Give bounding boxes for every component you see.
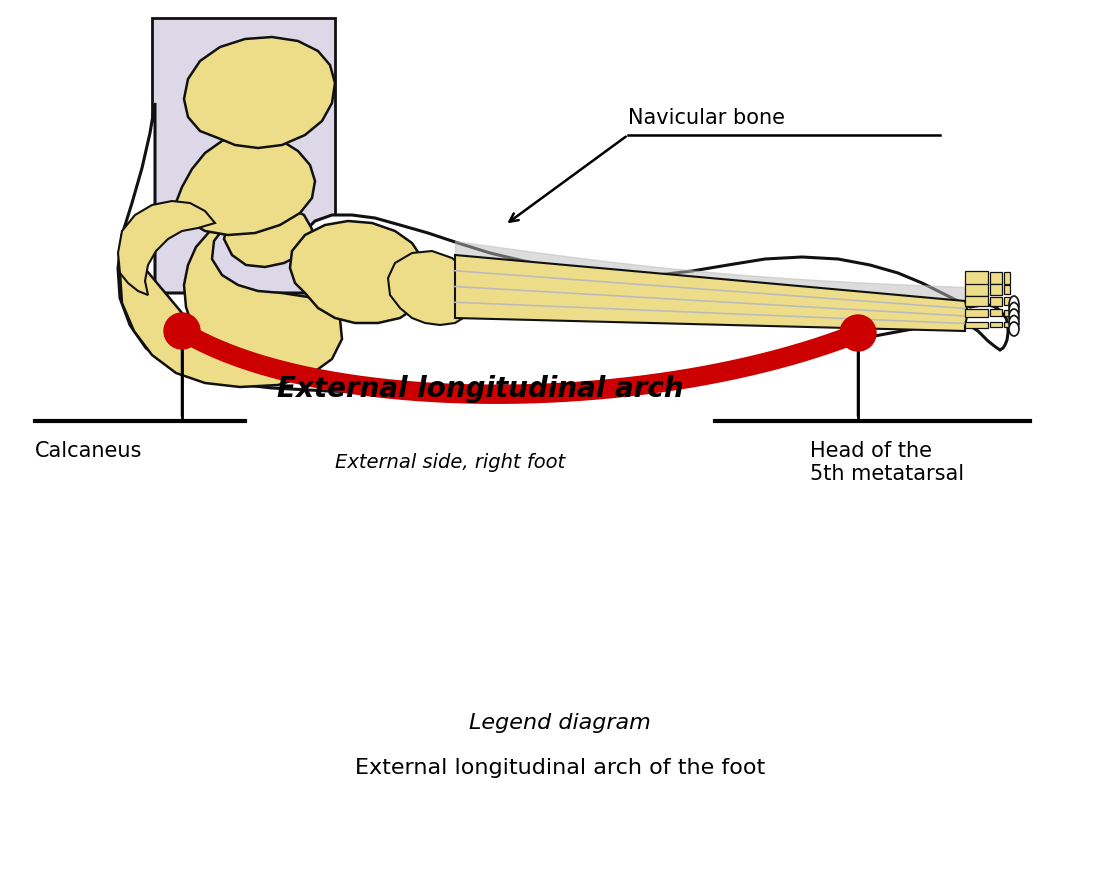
Text: External longitudinal arch of the foot: External longitudinal arch of the foot [355, 758, 765, 778]
Text: Legend diagram: Legend diagram [469, 713, 651, 733]
Polygon shape [965, 271, 988, 285]
Ellipse shape [1009, 303, 1019, 320]
Polygon shape [990, 297, 1002, 306]
Polygon shape [152, 18, 335, 293]
Polygon shape [990, 284, 1002, 295]
Ellipse shape [1009, 322, 1019, 336]
Ellipse shape [1009, 315, 1019, 330]
Polygon shape [1004, 298, 1010, 306]
Polygon shape [117, 201, 215, 295]
Polygon shape [990, 321, 1002, 328]
Text: External side, right foot: External side, right foot [335, 453, 565, 472]
Circle shape [840, 315, 876, 351]
Polygon shape [184, 37, 335, 148]
Polygon shape [965, 283, 988, 296]
Polygon shape [1004, 272, 1010, 283]
Circle shape [164, 313, 200, 349]
Text: Calcaneus: Calcaneus [35, 441, 142, 461]
Polygon shape [1004, 285, 1010, 294]
Polygon shape [990, 309, 1002, 316]
Ellipse shape [1009, 309, 1019, 325]
Polygon shape [1004, 322, 1010, 327]
Polygon shape [120, 207, 342, 387]
Polygon shape [1004, 310, 1010, 316]
Polygon shape [965, 309, 988, 317]
Polygon shape [175, 135, 316, 235]
Text: Navicular bone: Navicular bone [628, 108, 786, 128]
Polygon shape [290, 221, 425, 323]
Polygon shape [117, 103, 1008, 393]
Ellipse shape [1009, 296, 1019, 314]
Polygon shape [388, 251, 474, 325]
Polygon shape [965, 297, 988, 306]
Text: Head of the
5th metatarsal: Head of the 5th metatarsal [810, 441, 965, 484]
Text: External longitudinal arch: External longitudinal arch [276, 375, 684, 403]
Polygon shape [965, 321, 988, 328]
Polygon shape [455, 255, 968, 331]
Polygon shape [990, 272, 1002, 284]
